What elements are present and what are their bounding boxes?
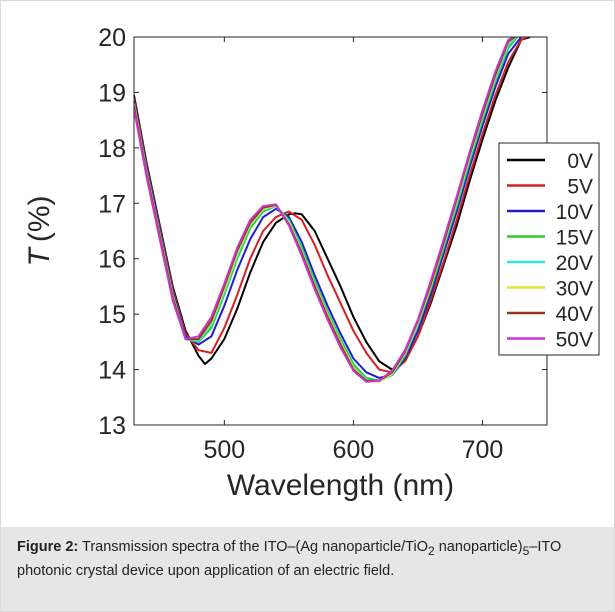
plot-area: 500 600 700 13 14 15 16 17 18 19 20 Wavelength (nm… [1,1,614,526]
series-line-0v [134,37,531,371]
legend-label: 20V [556,252,593,275]
caption-text-3: –ITO photonic crystal device upon applic… [17,539,562,579]
legend-label: 40V [556,303,593,326]
figure-caption: Figure 2: Transmission spectra of the IT… [1,527,614,611]
y-tick-label: 16 [98,246,126,274]
y-tick-label: 18 [98,135,126,163]
y-axis-symbol: T [23,245,56,266]
series-line-5v [134,37,529,374]
caption-text-1: Transmission spectra of the ITO–(Ag nano… [78,539,428,555]
y-tick-label: 19 [98,79,126,107]
legend-label: 30V [556,278,593,301]
legend-label: 10V [556,201,593,224]
caption-subscript-2: 5 [522,543,530,558]
series-group [134,37,531,383]
series-line-50v [134,37,514,383]
caption-label: Figure 2: [17,539,79,555]
transmission-chart: 500 600 700 13 14 15 16 17 18 19 20 Wavelength (nm… [23,24,600,502]
axes-frame [133,36,548,426]
legend-box [498,142,600,356]
tick-group: 500 600 700 13 14 15 16 17 18 19 20 [98,24,547,464]
legend-label: 15V [556,227,593,250]
x-axis-label: Wavelength (nm) [227,469,454,502]
y-tick-label: 17 [98,190,126,218]
caption-subscript-1: 2 [428,543,435,558]
y-axis-unit: (%) [23,196,56,243]
y-axis-label: T(%) [23,196,56,267]
caption-text-2: nanoparticle) [434,539,523,555]
x-tick-label: 700 [462,436,504,464]
y-tick-label: 13 [98,412,126,440]
y-tick-label: 20 [98,24,126,52]
legend-label: 0V [567,150,593,173]
legend-label: 5V [567,176,593,199]
x-tick-label: 500 [203,436,245,464]
series-line-10v [134,37,522,379]
legend-label: 50V [556,329,593,352]
x-tick-label: 600 [333,436,375,464]
y-tick-label: 15 [98,301,126,329]
y-tick-label: 14 [98,357,126,385]
series-line-20v [134,37,517,383]
